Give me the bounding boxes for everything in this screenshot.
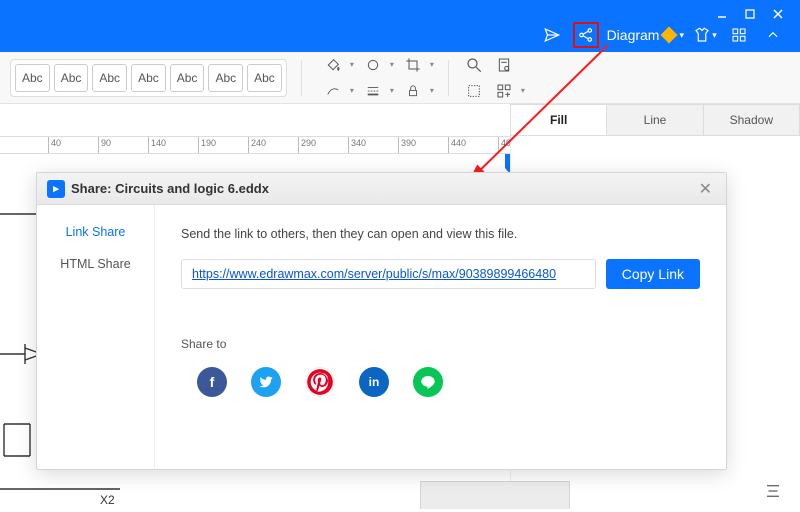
font-style-button[interactable]: Abc — [54, 64, 89, 92]
ruler-tick: 340 — [348, 137, 366, 153]
dialog-sidebar: Link Share HTML Share — [37, 205, 155, 469]
diagram-menu[interactable]: Diagram ▾ — [607, 27, 684, 43]
font-style-button[interactable]: Abc — [92, 64, 127, 92]
close-button[interactable] — [764, 4, 792, 24]
separator — [301, 60, 302, 96]
apps-icon[interactable] — [726, 22, 752, 48]
ruler-tick: 290 — [298, 137, 316, 153]
social-buttons: f in — [181, 367, 700, 397]
sidebar-item-html-share[interactable]: HTML Share — [60, 257, 130, 271]
copy-link-button[interactable]: Copy Link — [606, 259, 700, 289]
ruler-tick: 240 — [248, 137, 266, 153]
ruler-tick: 490 — [498, 137, 510, 153]
line-style-icon[interactable] — [362, 81, 384, 101]
font-style-button[interactable]: Abc — [208, 64, 243, 92]
linkedin-button[interactable]: in — [359, 367, 389, 397]
titlebar-tools: Diagram ▾ ▾ — [539, 22, 786, 48]
pen-icon[interactable] — [322, 81, 344, 101]
lock-icon[interactable] — [402, 81, 424, 101]
font-style-group: AbcAbcAbcAbcAbcAbcAbc — [10, 59, 287, 97]
share-url-field[interactable]: https://www.edrawmax.com/server/public/s… — [181, 259, 596, 289]
ruler-tick: 40 — [48, 137, 61, 153]
dialog-title: Share: Circuits and logic 6.eddx — [71, 181, 269, 196]
ruler-tick: 390 — [398, 137, 416, 153]
zoom-icon[interactable] — [463, 55, 485, 75]
ruler-tick: 90 — [98, 137, 111, 153]
horizontal-ruler: 40 90 140 190 240 290 340 390 440 490 — [0, 136, 510, 154]
ruler-tick: 140 — [148, 137, 166, 153]
share-to-label: Share to — [181, 337, 700, 351]
view-tools: ▾ — [463, 55, 525, 101]
font-style-button[interactable]: Abc — [170, 64, 205, 92]
components-icon[interactable] — [493, 81, 515, 101]
ruler-tick: 190 — [198, 137, 216, 153]
select-icon[interactable] — [463, 81, 485, 101]
tshirt-icon[interactable]: ▾ — [692, 22, 718, 48]
font-style-button[interactable]: Abc — [131, 64, 166, 92]
property-tabs: Fill Line Shadow — [510, 104, 800, 136]
share-description: Send the link to others, then they can o… — [181, 227, 700, 241]
diamond-icon — [661, 27, 678, 44]
minimize-button[interactable] — [708, 4, 736, 24]
dialog-main: Send the link to others, then they can o… — [155, 205, 726, 469]
font-style-button[interactable]: Abc — [247, 64, 282, 92]
facebook-button[interactable]: f — [197, 367, 227, 397]
fill-tools: ▾ ▾ ▾ ▾ ▾ ▾ — [322, 55, 434, 101]
tab-fill[interactable]: Fill — [510, 104, 607, 136]
dialog-close-button[interactable]: ✕ — [695, 179, 716, 199]
bucket-icon[interactable] — [322, 55, 344, 75]
chevron-down-icon: ▾ — [679, 30, 684, 41]
collapse-icon[interactable] — [760, 22, 786, 48]
ribbon-toolbar: AbcAbcAbcAbcAbcAbcAbc ▾ ▾ ▾ ▾ ▾ ▾ ▾ — [0, 52, 800, 104]
tab-line[interactable]: Line — [607, 104, 703, 136]
share-dialog: ▸ Share: Circuits and logic 6.eddx ✕ Lin… — [36, 172, 727, 470]
ruler-tick: 440 — [448, 137, 466, 153]
maximize-button[interactable] — [736, 4, 764, 24]
tab-shadow[interactable]: Shadow — [704, 104, 800, 136]
shape-icon[interactable] — [362, 55, 384, 75]
separator — [448, 60, 449, 96]
app-logo-icon: ▸ — [47, 180, 65, 198]
twitter-button[interactable] — [251, 367, 281, 397]
window-controls — [708, 4, 792, 24]
sidebar-item-link-share[interactable]: Link Share — [66, 225, 126, 239]
line-button[interactable] — [413, 367, 443, 397]
pinterest-button[interactable] — [305, 367, 335, 397]
send-icon[interactable] — [539, 22, 565, 48]
align-icon[interactable] — [764, 482, 782, 503]
font-style-button[interactable]: Abc — [15, 64, 50, 92]
crop-icon[interactable] — [402, 55, 424, 75]
diagram-label: Diagram — [607, 27, 660, 43]
title-bar: Diagram ▾ ▾ — [0, 0, 800, 52]
page-icon[interactable] — [493, 55, 515, 75]
dialog-header: ▸ Share: Circuits and logic 6.eddx ✕ — [37, 173, 726, 205]
share-icon[interactable] — [573, 22, 599, 48]
node-label-x2: X2 — [100, 493, 115, 507]
bottom-scrollbar[interactable] — [420, 481, 570, 509]
